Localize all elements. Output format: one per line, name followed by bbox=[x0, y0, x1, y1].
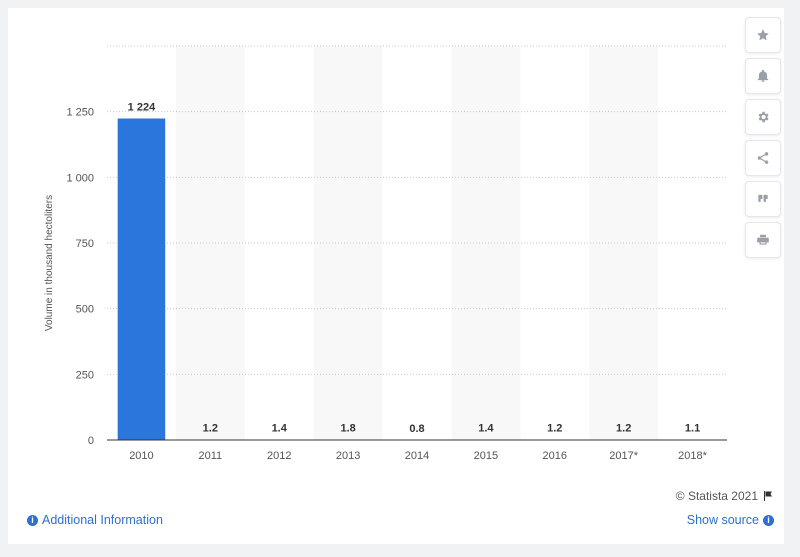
x-tick-label: 2011 bbox=[199, 450, 223, 462]
y-tick-label: 750 bbox=[76, 238, 94, 250]
x-tick-label: 2013 bbox=[336, 450, 360, 462]
x-tick-label: 2010 bbox=[129, 450, 153, 462]
data-label: 1.4 bbox=[478, 423, 494, 435]
y-axis-title: Volume in thousand hectoliters bbox=[44, 195, 55, 331]
data-label: 1 224 bbox=[128, 101, 156, 113]
quote-icon bbox=[758, 194, 768, 202]
show-source-link[interactable]: Show source i bbox=[687, 513, 774, 527]
x-tick-label: 2012 bbox=[267, 450, 291, 462]
data-label: 1.2 bbox=[547, 423, 562, 435]
y-tick-label: 1 000 bbox=[66, 172, 94, 184]
favorite-button[interactable] bbox=[745, 17, 781, 53]
data-label: 1.4 bbox=[272, 423, 288, 435]
show-source-label: Show source bbox=[686, 513, 759, 527]
x-tick-label: 2016 bbox=[543, 450, 567, 462]
data-label: 1.2 bbox=[616, 423, 631, 435]
print-button[interactable] bbox=[745, 222, 781, 258]
star-icon bbox=[757, 29, 769, 41]
notification-button[interactable] bbox=[745, 58, 781, 94]
print-icon bbox=[757, 234, 769, 245]
y-tick-label: 1 250 bbox=[66, 107, 94, 119]
x-tick-label: 2017* bbox=[609, 450, 638, 462]
x-tick-label: 2015 bbox=[474, 450, 498, 462]
x-tick-label: 2018* bbox=[678, 450, 707, 462]
data-label: 1.1 bbox=[685, 423, 700, 435]
gear-icon bbox=[758, 111, 769, 123]
additional-information-label: Additional Information bbox=[42, 513, 163, 527]
column-band bbox=[175, 46, 245, 440]
info-icon: i bbox=[27, 514, 38, 526]
credit-text: © Statista 2021 bbox=[675, 489, 758, 503]
share-button[interactable] bbox=[745, 140, 781, 176]
settings-button[interactable] bbox=[745, 99, 781, 135]
flag-icon bbox=[764, 491, 772, 501]
cite-button[interactable] bbox=[745, 181, 781, 217]
x-tick-label: 2014 bbox=[405, 450, 429, 462]
data-label: 1.2 bbox=[203, 423, 218, 435]
statista-credit[interactable]: © Statista 2021 bbox=[676, 489, 774, 503]
additional-information-link[interactable]: i Additional Information bbox=[27, 513, 163, 527]
y-tick-label: 500 bbox=[76, 304, 94, 316]
chart-toolbar bbox=[745, 17, 781, 258]
info-icon: i bbox=[763, 514, 774, 526]
y-tick-label: 250 bbox=[76, 369, 94, 381]
data-label: 1.8 bbox=[340, 423, 355, 435]
bar bbox=[117, 118, 166, 440]
bell-icon bbox=[757, 69, 769, 82]
y-tick-label: 0 bbox=[88, 435, 94, 447]
data-label: 0.8 bbox=[409, 423, 424, 435]
share-icon bbox=[757, 152, 769, 164]
